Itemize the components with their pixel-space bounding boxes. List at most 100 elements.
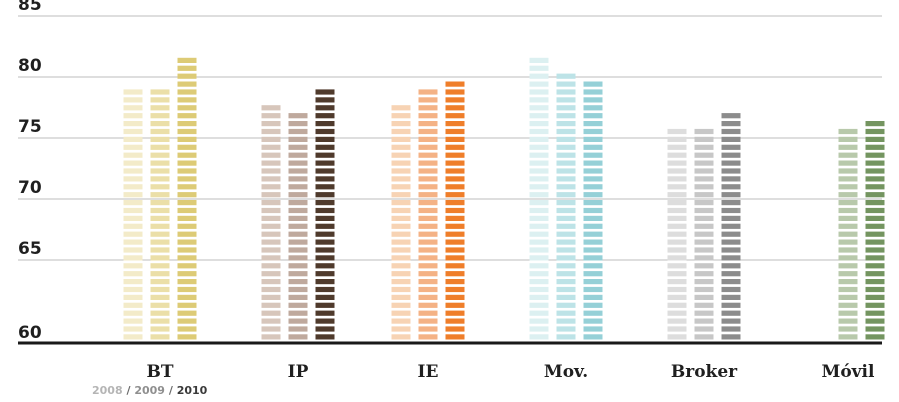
bar-segment	[177, 239, 197, 245]
legend-item-2008: 2008	[92, 384, 123, 397]
bar-segment	[694, 239, 714, 245]
bar-segment	[315, 176, 335, 182]
bar-segment	[315, 231, 335, 237]
bar-segment	[445, 239, 465, 245]
bar-segment	[123, 326, 143, 332]
x-tick-label-IE: IE	[418, 362, 439, 382]
bar-Broker-2008	[667, 128, 687, 340]
bar-segment	[583, 192, 603, 198]
bar-segment	[865, 200, 885, 206]
bar-segment	[583, 200, 603, 206]
bar-segment	[261, 334, 281, 340]
bar-segment	[150, 144, 170, 150]
bar-segment	[529, 263, 549, 269]
bar-segment	[667, 247, 687, 253]
bar-segment	[445, 176, 465, 182]
bar-segment	[177, 271, 197, 277]
bar-group-Móvil	[838, 121, 885, 340]
bar-segment	[288, 136, 308, 142]
bar-segment	[177, 263, 197, 269]
bar-segment	[418, 200, 438, 206]
bar-segment	[529, 215, 549, 221]
bar-segment	[315, 255, 335, 261]
bar-segment	[445, 271, 465, 277]
bar-segment	[583, 144, 603, 150]
bar-segment	[288, 207, 308, 214]
bar-segment	[418, 97, 438, 103]
bar-segment	[418, 302, 438, 308]
bar-segment	[177, 223, 197, 229]
x-tick-label-Móvil: Móvil	[822, 362, 875, 382]
bar-segment	[315, 89, 335, 95]
bar-segment	[721, 128, 741, 135]
bar-segment	[721, 192, 741, 198]
bar-segment	[838, 231, 858, 237]
bar-segment	[315, 113, 335, 119]
bar-segment	[177, 136, 197, 142]
bar-segment	[445, 152, 465, 158]
bar-segment	[556, 247, 576, 253]
bar-segment	[838, 334, 858, 340]
bar-segment	[529, 81, 549, 87]
bar-segment	[418, 89, 438, 95]
bar-segment	[445, 231, 465, 237]
bar-BT-2009	[150, 89, 170, 340]
bar-segment	[150, 223, 170, 229]
bar-segment	[556, 168, 576, 174]
bar-segment	[391, 215, 411, 221]
bar-segment	[556, 215, 576, 221]
bar-segment	[838, 160, 858, 166]
bar-segment	[721, 279, 741, 285]
bar-segment	[123, 231, 143, 237]
bar-segment	[315, 271, 335, 277]
bar-segment	[261, 160, 281, 166]
bar-segment	[315, 318, 335, 324]
bar-segment	[556, 200, 576, 206]
bar-segment	[694, 184, 714, 190]
bar-segment	[667, 215, 687, 221]
bar-segment	[865, 168, 885, 174]
y-tick-label-60: 60	[18, 323, 42, 343]
bar-segment	[123, 334, 143, 340]
bar-segment	[150, 279, 170, 285]
bar-segment	[721, 168, 741, 174]
bar-segment	[838, 310, 858, 316]
bar-segment	[391, 121, 411, 127]
bar-segment	[123, 286, 143, 293]
bar-segment	[865, 184, 885, 190]
bar-segment	[288, 113, 308, 119]
x-tick-label-Broker: Broker	[671, 362, 738, 382]
bar-segment	[418, 160, 438, 166]
bar-segment	[177, 286, 197, 293]
bar-segment	[556, 286, 576, 293]
bar-segment	[150, 121, 170, 127]
bar-segment	[721, 231, 741, 237]
bar-segment	[583, 294, 603, 300]
bar-segment	[694, 128, 714, 135]
bar-segment	[150, 160, 170, 166]
bar-segment	[288, 294, 308, 300]
bar-segment	[150, 318, 170, 324]
bar-segment	[261, 105, 281, 111]
bar-Broker-2009	[694, 128, 714, 340]
bar-segment	[261, 247, 281, 253]
bar-segment	[391, 310, 411, 316]
x-tick-label-IP: IP	[288, 362, 309, 382]
bar-segment	[150, 334, 170, 340]
bar-segment	[721, 136, 741, 142]
bar-segment	[529, 184, 549, 190]
bar-segment	[721, 215, 741, 221]
bar-segment	[694, 334, 714, 340]
bar-Mov.-2010	[583, 81, 603, 340]
bar-segment	[315, 105, 335, 111]
bar-segment	[123, 136, 143, 142]
bar-segment	[123, 152, 143, 158]
bar-segment	[288, 152, 308, 158]
bar-segment	[123, 271, 143, 277]
bar-segment	[123, 184, 143, 190]
bar-segment	[556, 121, 576, 127]
bar-segment	[391, 176, 411, 182]
bar-segment	[583, 128, 603, 135]
bar-segment	[288, 176, 308, 182]
bar-segment	[177, 279, 197, 285]
